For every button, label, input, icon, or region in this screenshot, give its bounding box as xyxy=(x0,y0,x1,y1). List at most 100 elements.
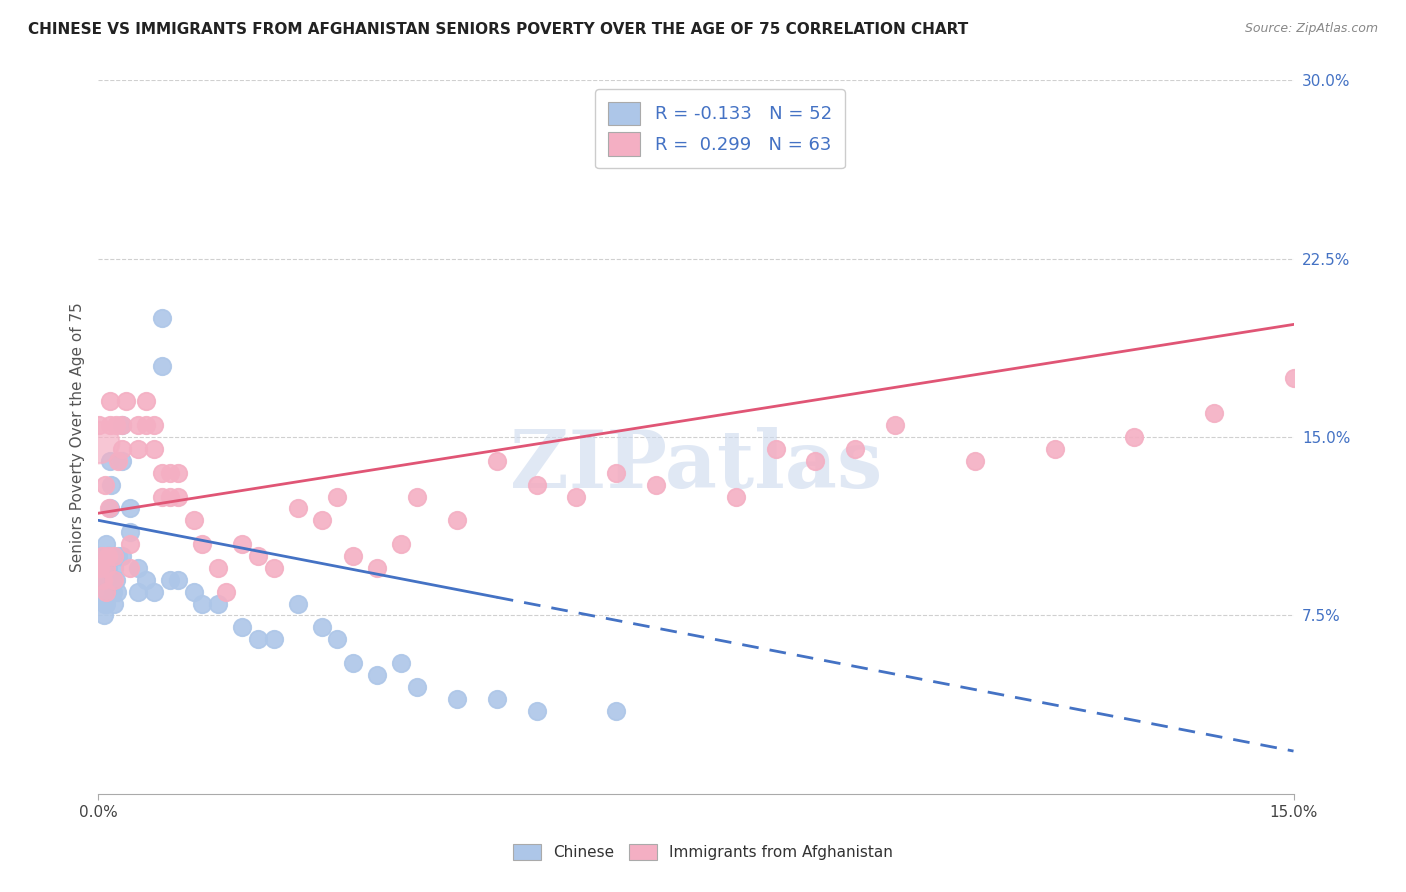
Point xyxy=(207,561,229,575)
Point xyxy=(96,537,118,551)
Point xyxy=(127,442,149,456)
Legend: R = -0.133   N = 52, R =  0.299   N = 63: R = -0.133 N = 52, R = 0.299 N = 63 xyxy=(595,89,845,169)
Point xyxy=(96,573,118,587)
Point xyxy=(1043,442,1066,456)
Point xyxy=(97,561,120,575)
Point xyxy=(150,466,173,480)
Point xyxy=(107,549,129,563)
Point xyxy=(565,490,588,504)
Point xyxy=(406,680,429,694)
Point xyxy=(159,573,181,587)
Point xyxy=(150,359,173,373)
Point xyxy=(342,549,364,563)
Point xyxy=(127,584,149,599)
Point xyxy=(104,418,127,433)
Point xyxy=(342,656,364,670)
Point xyxy=(884,418,907,433)
Point xyxy=(89,561,111,575)
Point xyxy=(91,549,114,563)
Point xyxy=(246,632,269,647)
Point xyxy=(366,668,388,682)
Point xyxy=(89,549,111,563)
Point xyxy=(1282,370,1305,384)
Point xyxy=(485,691,508,706)
Point xyxy=(103,573,125,587)
Point xyxy=(120,525,142,540)
Text: ZIPatlas: ZIPatlas xyxy=(510,426,882,505)
Point xyxy=(101,584,124,599)
Point xyxy=(143,584,166,599)
Point xyxy=(107,454,129,468)
Point xyxy=(963,454,986,468)
Point xyxy=(526,477,548,491)
Point xyxy=(120,561,142,575)
Point xyxy=(97,549,120,563)
Point xyxy=(120,501,142,516)
Point xyxy=(111,549,134,563)
Point xyxy=(143,442,166,456)
Point xyxy=(96,584,118,599)
Point xyxy=(150,311,173,326)
Point xyxy=(101,573,124,587)
Point xyxy=(287,501,309,516)
Point xyxy=(111,454,134,468)
Point xyxy=(1123,430,1146,444)
Point xyxy=(105,584,128,599)
Point xyxy=(143,418,166,433)
Point xyxy=(605,704,627,718)
Point xyxy=(111,442,134,456)
Point xyxy=(326,490,349,504)
Point xyxy=(765,442,787,456)
Point xyxy=(94,477,117,491)
Point xyxy=(100,501,122,516)
Point xyxy=(87,434,110,449)
Point xyxy=(191,537,214,551)
Point xyxy=(96,561,118,575)
Point xyxy=(1202,406,1225,420)
Point xyxy=(645,477,668,491)
Point xyxy=(127,418,149,433)
Point xyxy=(127,561,149,575)
Point xyxy=(135,573,157,587)
Point xyxy=(135,394,157,409)
Point xyxy=(326,632,349,647)
Point xyxy=(103,549,125,563)
Point xyxy=(526,704,548,718)
Point xyxy=(311,513,333,527)
Point xyxy=(389,537,412,551)
Point xyxy=(115,394,138,409)
Point xyxy=(263,561,285,575)
Point xyxy=(207,597,229,611)
Point xyxy=(90,561,112,575)
Point xyxy=(104,573,127,587)
Point xyxy=(1322,347,1344,361)
Point xyxy=(91,573,114,587)
Point xyxy=(446,691,468,706)
Point xyxy=(89,418,111,433)
Point xyxy=(100,454,122,468)
Y-axis label: Seniors Poverty Over the Age of 75: Seniors Poverty Over the Age of 75 xyxy=(70,302,86,572)
Text: Source: ZipAtlas.com: Source: ZipAtlas.com xyxy=(1244,22,1378,36)
Point xyxy=(91,584,114,599)
Point xyxy=(103,561,125,575)
Point xyxy=(191,597,214,611)
Point xyxy=(159,490,181,504)
Point xyxy=(389,656,412,670)
Point xyxy=(103,597,125,611)
Legend: Chinese, Immigrants from Afghanistan: Chinese, Immigrants from Afghanistan xyxy=(508,838,898,866)
Point xyxy=(485,454,508,468)
Point xyxy=(804,454,827,468)
Point xyxy=(844,442,866,456)
Point xyxy=(215,584,238,599)
Point xyxy=(97,501,120,516)
Point xyxy=(167,466,190,480)
Point xyxy=(96,597,118,611)
Point xyxy=(111,418,134,433)
Point xyxy=(231,620,253,634)
Point xyxy=(167,573,190,587)
Point xyxy=(724,490,747,504)
Point xyxy=(231,537,253,551)
Point xyxy=(605,466,627,480)
Point xyxy=(100,477,122,491)
Point xyxy=(120,537,142,551)
